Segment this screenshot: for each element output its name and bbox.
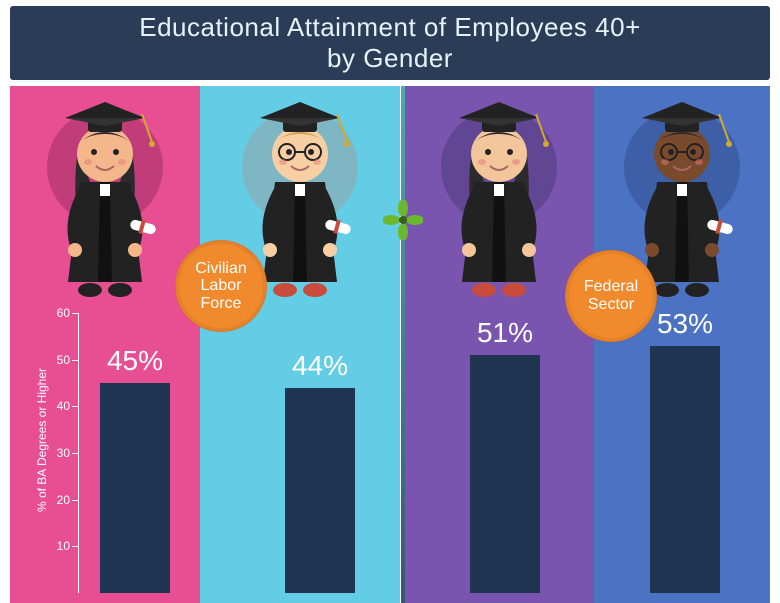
y-tick: 40 xyxy=(48,399,70,413)
bar-value-label: 53% xyxy=(657,308,713,340)
bar-fed-female: 51% xyxy=(470,313,540,593)
graduate-fed-female-icon xyxy=(424,92,574,302)
y-axis: % of BA Degrees or Higher 102030405060 xyxy=(18,313,78,593)
y-tick: 30 xyxy=(48,446,70,460)
y-tick: 50 xyxy=(48,353,70,367)
y-tick: 20 xyxy=(48,493,70,507)
flower-icon xyxy=(383,200,423,240)
infographic: Educational Attainment of Employees 40+ … xyxy=(0,0,780,603)
bar-fill xyxy=(100,383,170,593)
axis-line xyxy=(78,313,79,593)
bar-fill xyxy=(470,355,540,593)
graduate-clf-female-icon xyxy=(30,92,180,302)
badge-fed: Federal Sector xyxy=(565,250,657,342)
y-axis-label: % of BA Degrees or Higher xyxy=(35,330,49,550)
bar-fill xyxy=(285,388,355,593)
page-title: Educational Attainment of Employees 40+ … xyxy=(139,12,641,74)
bar-value-label: 44% xyxy=(292,350,348,382)
badge-clf: Civilian Labor Force xyxy=(175,240,267,332)
bar-clf-female: 45% xyxy=(100,313,170,593)
bar-value-label: 51% xyxy=(477,317,533,349)
y-tick: 10 xyxy=(48,539,70,553)
title-bar: Educational Attainment of Employees 40+ … xyxy=(10,6,770,80)
y-tick: 60 xyxy=(48,306,70,320)
bar-value-label: 45% xyxy=(107,345,163,377)
bar-fill xyxy=(650,346,720,593)
bar-clf-male: 44% xyxy=(285,313,355,593)
center-divider xyxy=(401,86,405,603)
bar-fed-male: 53% xyxy=(650,313,720,593)
